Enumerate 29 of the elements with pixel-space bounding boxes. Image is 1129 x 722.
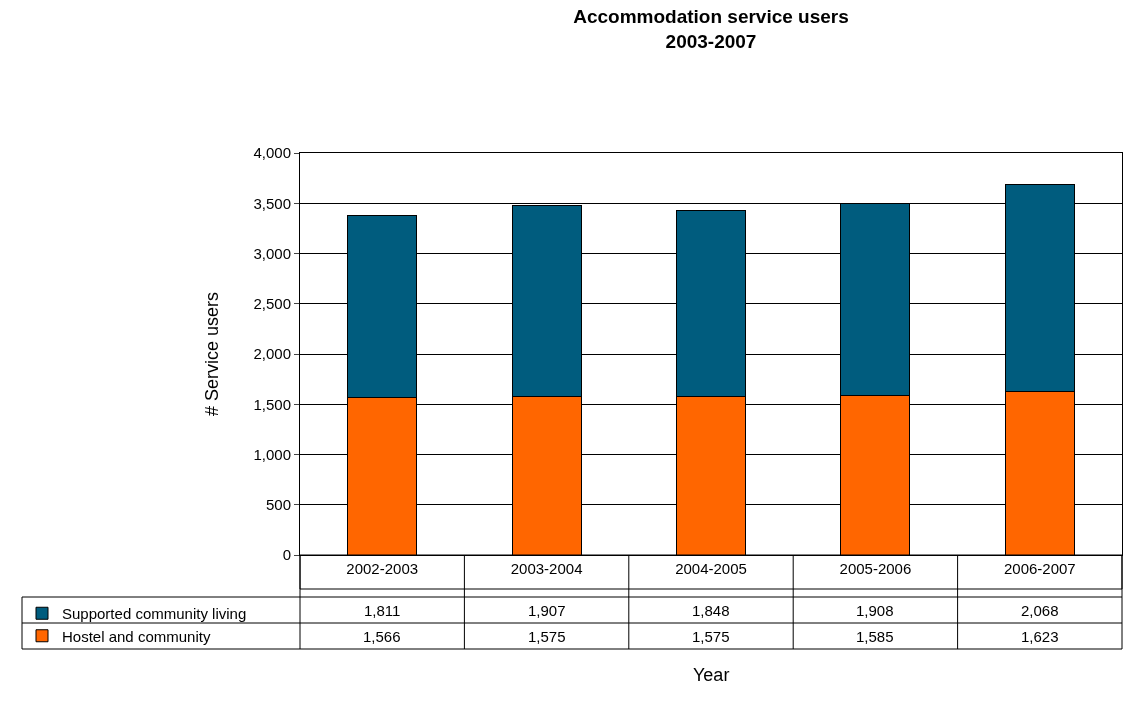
y-tick-label: 0	[282, 546, 291, 564]
x-tick-label: 2004-2005	[675, 560, 747, 577]
x-tick-label: 2005-2006	[839, 560, 912, 577]
data-label: 1,575	[692, 628, 730, 645]
y-tick-label: 2,000	[253, 345, 291, 363]
data-label: 1,907	[528, 602, 566, 619]
legend-label: Supported community living	[62, 605, 247, 623]
data-label: 1,848	[692, 602, 730, 619]
y-tick-label: 500	[265, 496, 291, 513]
x-axis-title: Year	[693, 665, 730, 685]
legend-label: Hostel and community	[62, 627, 211, 645]
data-label: 1,908	[856, 602, 894, 619]
y-tick-label: 3,500	[253, 194, 291, 212]
data-label: 1,811	[364, 602, 401, 619]
y-tick-label: 2,500	[253, 295, 291, 312]
data-label: 1,585	[856, 628, 894, 645]
y-tick-label: 3,000	[253, 244, 291, 262]
data-label: 1,623	[1021, 628, 1059, 645]
data-label: 1,566	[363, 628, 401, 645]
x-tick-label: 2002-2003	[346, 560, 419, 577]
x-tick-label: 2003-2004	[510, 560, 583, 577]
y-tick-label: 1,500	[253, 395, 291, 413]
data-label: 2,068	[1021, 602, 1059, 619]
y-tick-label: 1,000	[253, 445, 291, 463]
data-label: 1,575	[528, 628, 566, 645]
y-axis-title: # Service users	[201, 291, 222, 417]
x-tick-label: 2006-2007	[1003, 560, 1076, 577]
y-tick-label: 4,000	[253, 144, 291, 162]
chart-title: Accommodation service users 2003-2007	[573, 5, 849, 52]
